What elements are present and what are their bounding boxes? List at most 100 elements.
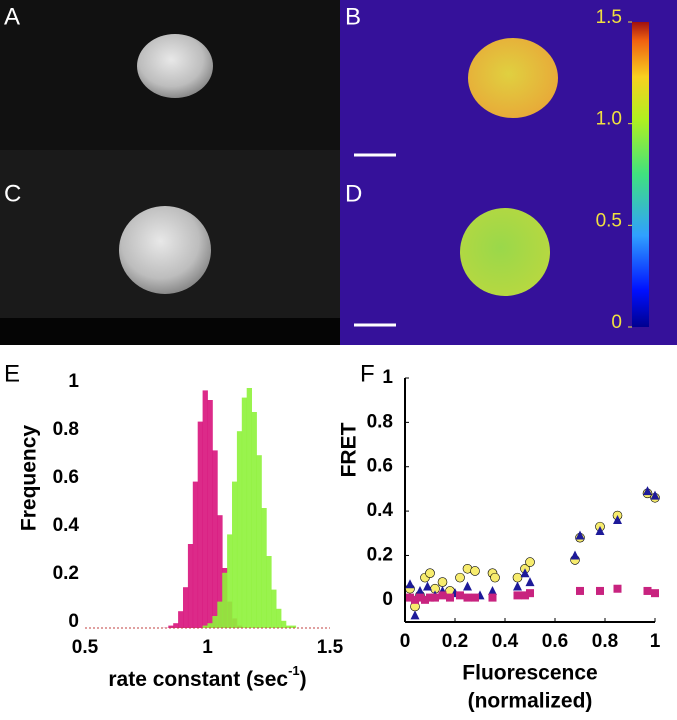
x-tick-label: 1 [650,631,661,652]
y-axis-label: FRET [338,422,361,477]
panel-label: A [4,3,20,30]
x-tick-label: 0.8 [592,631,618,652]
point [613,514,622,524]
y-tick-label: 0.6 [367,456,393,477]
histogram-bar [261,508,267,628]
histogram-bar [202,625,208,628]
point [576,586,584,595]
histogram-bar [236,431,243,628]
point [595,526,605,536]
colorbar [632,22,649,327]
x-axis-label: rate constant (sec-1) [108,663,306,690]
histogram-bar [183,587,189,628]
nucleus-fret [468,38,558,118]
x-tick-label: 0.6 [542,631,568,652]
histogram-bar [207,400,213,628]
panel-label: B [345,3,361,30]
histogram-bar [197,421,203,628]
point [455,572,465,583]
point [446,593,454,602]
point [470,566,480,576]
point [513,591,522,600]
nucleus-fret [460,208,550,296]
point [525,577,535,587]
x-axis-label-sup: -1 [288,663,300,678]
x-axis-label: Fluorescence [462,662,597,685]
point [520,568,530,578]
histogram-bar [276,608,282,628]
point [575,530,585,540]
point [416,593,424,602]
y-tick-label: 0.8 [53,419,79,440]
y-tick-label: 0.4 [53,515,80,536]
x-tick-label: 0.2 [442,631,468,652]
x-tick-label: 1.5 [317,637,344,658]
point [488,585,497,595]
point [456,591,464,600]
histogram-bar [178,611,184,628]
point [463,593,472,602]
x-tick-label: 0.4 [492,631,519,652]
y-tick-label: 0.6 [53,467,79,488]
y-tick-label: 0.4 [367,500,394,521]
point [613,584,622,593]
point [426,593,434,602]
histogram-bar [246,388,252,628]
histogram-bar [202,390,208,628]
point [471,593,479,602]
panel-label: D [345,180,362,207]
point [643,586,652,595]
panel-label: F [360,360,375,387]
point [406,593,414,602]
histogram-bar [217,515,223,628]
nucleus [119,206,211,294]
y-axis-label: Frequency [18,425,41,532]
x-tick-label: 0.5 [72,637,99,658]
point [526,589,534,598]
point [423,581,432,591]
y-tick-label: 0 [68,611,79,632]
histogram-bar [266,556,272,628]
point [490,572,500,583]
y-tick-label: 0.2 [53,563,79,584]
point [438,591,447,600]
histogram-bar [232,481,238,628]
histogram-bar [173,623,179,628]
point [643,486,652,496]
colorbar-tick-label: 0 [611,312,622,333]
histogram-bar [222,572,228,628]
histogram-bar [212,450,218,628]
point [411,595,419,604]
point [421,595,429,604]
panel-label: C [4,180,21,207]
x-axis-label-end: ) [300,668,307,691]
histogram-bar [227,534,233,628]
colorbar-tick-label: 1.5 [596,7,622,28]
histogram-bar [212,616,218,628]
histogram-bar [207,623,213,628]
point [525,557,535,567]
histogram-bar [192,481,199,628]
y-tick-label: 1 [68,371,79,392]
point [437,577,448,587]
point [425,568,435,579]
micrographs [0,0,677,345]
point [651,589,659,598]
panel-label: E [4,360,20,387]
nucleus [137,34,213,98]
image-edge [0,318,340,345]
histogram-bar [168,625,174,628]
x-axis-label-text: rate constant (sec [108,668,288,691]
colorbar-tick-label: 0.5 [596,210,622,231]
x-axis-label: (normalized) [468,690,593,713]
point [431,593,439,602]
y-tick-label: 1 [382,367,393,388]
histogram-bar [241,397,248,628]
point [650,490,660,500]
y-tick-label: 0.2 [367,544,393,565]
point [596,586,604,595]
point [512,572,523,583]
histogram-bar [217,601,223,628]
histogram-bar [281,620,287,628]
